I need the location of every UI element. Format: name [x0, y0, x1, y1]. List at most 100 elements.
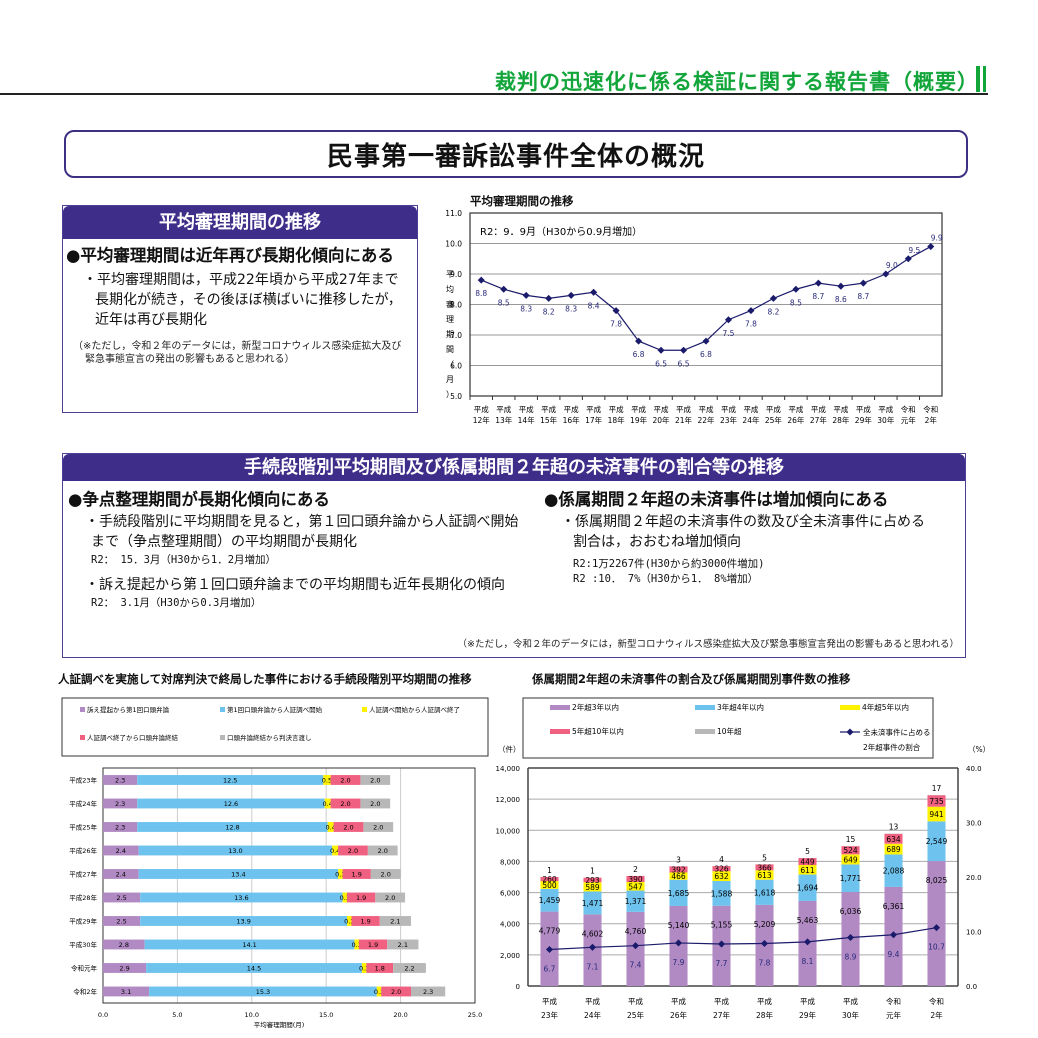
data-label: 6.5	[655, 359, 667, 368]
bar-segment	[103, 986, 150, 997]
bar-label: 0.4	[323, 800, 333, 808]
bar-label: 5	[805, 847, 810, 856]
legend-swatch	[550, 705, 570, 710]
bar-label: 15.3	[256, 988, 270, 996]
legend-label: 4年超5年以内	[862, 702, 909, 712]
bar-label: 5,155	[711, 921, 733, 930]
x-tick-label: 平成	[843, 996, 858, 1006]
bar-label: 2.0	[348, 847, 358, 855]
legend-label: 全未済事件に占める	[863, 727, 931, 737]
y-axis-label: 理	[446, 315, 454, 324]
x-tick-label: 元年	[886, 1010, 901, 1020]
x-tick-label: 2年	[925, 415, 938, 425]
bar-label: 449	[800, 858, 815, 867]
bar-segment	[137, 798, 325, 809]
ratio-line	[549, 927, 937, 951]
bar-label: 2.0	[370, 776, 380, 784]
data-label: 9.5	[908, 246, 920, 255]
y-axis-label: （	[446, 360, 454, 369]
bar-label: 1,459	[539, 896, 561, 905]
bar-label: 366	[757, 863, 772, 872]
line-chart-title: 平均審理期間の推移	[470, 194, 574, 208]
bar-label: 2.0	[343, 823, 353, 831]
header-divider	[0, 93, 988, 95]
bar-label: 8,025	[926, 876, 948, 885]
bar-label: 589	[585, 883, 600, 892]
section-note: 緊急事態宣言の発出の影響もあると思われる）	[85, 354, 295, 365]
bar-label: 2.0	[370, 800, 380, 808]
bar-label: 1,471	[582, 899, 604, 908]
x-tick-label: 17年	[585, 415, 603, 425]
x-tick-label: 23年	[720, 415, 738, 425]
y-axis-label-right: （%）	[968, 745, 990, 754]
x-tick-label: 26年	[670, 1010, 688, 1020]
bar-segment	[884, 833, 903, 844]
bar-label: 13	[889, 823, 899, 832]
data-point-marker	[635, 337, 643, 345]
y-tick-label: 平成28年	[69, 893, 97, 902]
y-tick-label-right: 10.0	[966, 929, 982, 937]
bar-label: 14.5	[247, 964, 261, 972]
legend-swatch	[695, 729, 715, 734]
bar-segment	[583, 891, 602, 915]
bar-label: 2.3	[115, 800, 125, 808]
bar-segment	[393, 963, 426, 973]
x-tick-label: 平成	[676, 404, 691, 414]
bar-segment	[366, 963, 394, 973]
x-tick-label: 10.0	[245, 1011, 259, 1019]
bar-label: 13.4	[231, 870, 245, 878]
y-tick-label: 平成23年	[69, 775, 97, 784]
bar-label: 15	[846, 835, 856, 844]
bar-label: 2.2	[404, 964, 414, 972]
bar-label: 2.1	[390, 917, 400, 925]
bar-segment	[363, 822, 394, 832]
section-bullet-heading: ●平均審理期間は近年再び長期化傾向にある	[66, 246, 394, 265]
right-summary: ●係属期間２年超の未済事件は増加傾向にある ・係属期間２年超の未済事件の数及び全…	[541, 486, 961, 586]
bar-label: 1,685	[668, 889, 690, 898]
bar-label: 2.0	[391, 988, 401, 996]
x-tick-label: 平成	[833, 404, 848, 414]
bar-segment	[103, 939, 145, 950]
section-avg-duration-panel: 平均審理期間の推移 ●平均審理期間は近年再び長期化傾向にある ・平均審理期間は，…	[62, 205, 418, 413]
bar-segment	[351, 916, 380, 926]
bar-segment	[669, 866, 688, 873]
line-data-label: 8.9	[845, 952, 857, 961]
bar-segment	[103, 892, 141, 903]
avg-duration-line-chart: 5.0 6.0 7.0 8.0 9.0 10.0 11.0 平均審理期間 （ 月 ） R2：9．9月（…	[445, 209, 943, 425]
data-label: 6.5	[678, 359, 690, 368]
x-tick-label: 平成	[721, 404, 736, 414]
data-point-marker	[904, 255, 912, 263]
bar-segment	[138, 845, 333, 856]
bar-label: 2,088	[883, 867, 905, 876]
bar-segment	[375, 892, 406, 903]
legend-label: 2年超事件の割合	[863, 742, 921, 752]
bar-label: 2.3	[115, 776, 125, 784]
bar-segment	[927, 861, 946, 986]
section-line: ・平均審理期間は，平成22年頃から平成27年まで	[83, 272, 399, 288]
bar-label: 5,209	[754, 920, 776, 929]
y-tick-label: 平成30年	[69, 940, 97, 949]
bar-segment	[387, 939, 419, 950]
x-tick-label: 24年	[584, 1010, 602, 1020]
legend-label: 2年超3年以内	[572, 702, 619, 712]
bar-segment	[841, 854, 860, 865]
x-tick-label: 令和	[923, 404, 938, 414]
y-axis-label: 均	[446, 284, 454, 294]
line-data-label: 7.4	[630, 961, 642, 970]
x-tick-label: 23年	[541, 1010, 559, 1020]
y-tick-label: 6.0	[450, 362, 462, 371]
x-tick-label: 25年	[765, 415, 783, 425]
y-axis-label: 審	[446, 299, 454, 309]
line-data-label: 7.7	[716, 959, 728, 968]
data-point-marker	[545, 294, 553, 302]
bar-segment	[144, 939, 355, 950]
bar-label: 1,588	[711, 889, 733, 898]
data-point-marker	[932, 924, 941, 932]
bar-label: 1.9	[360, 917, 370, 925]
bar-segment	[669, 879, 688, 906]
bar-label: 1,618	[754, 888, 776, 897]
x-tick-label: 22年	[697, 415, 715, 425]
bar-segment	[137, 822, 328, 832]
x-tick-label: 平成	[541, 404, 556, 414]
bar-label: 1.8	[375, 964, 385, 972]
